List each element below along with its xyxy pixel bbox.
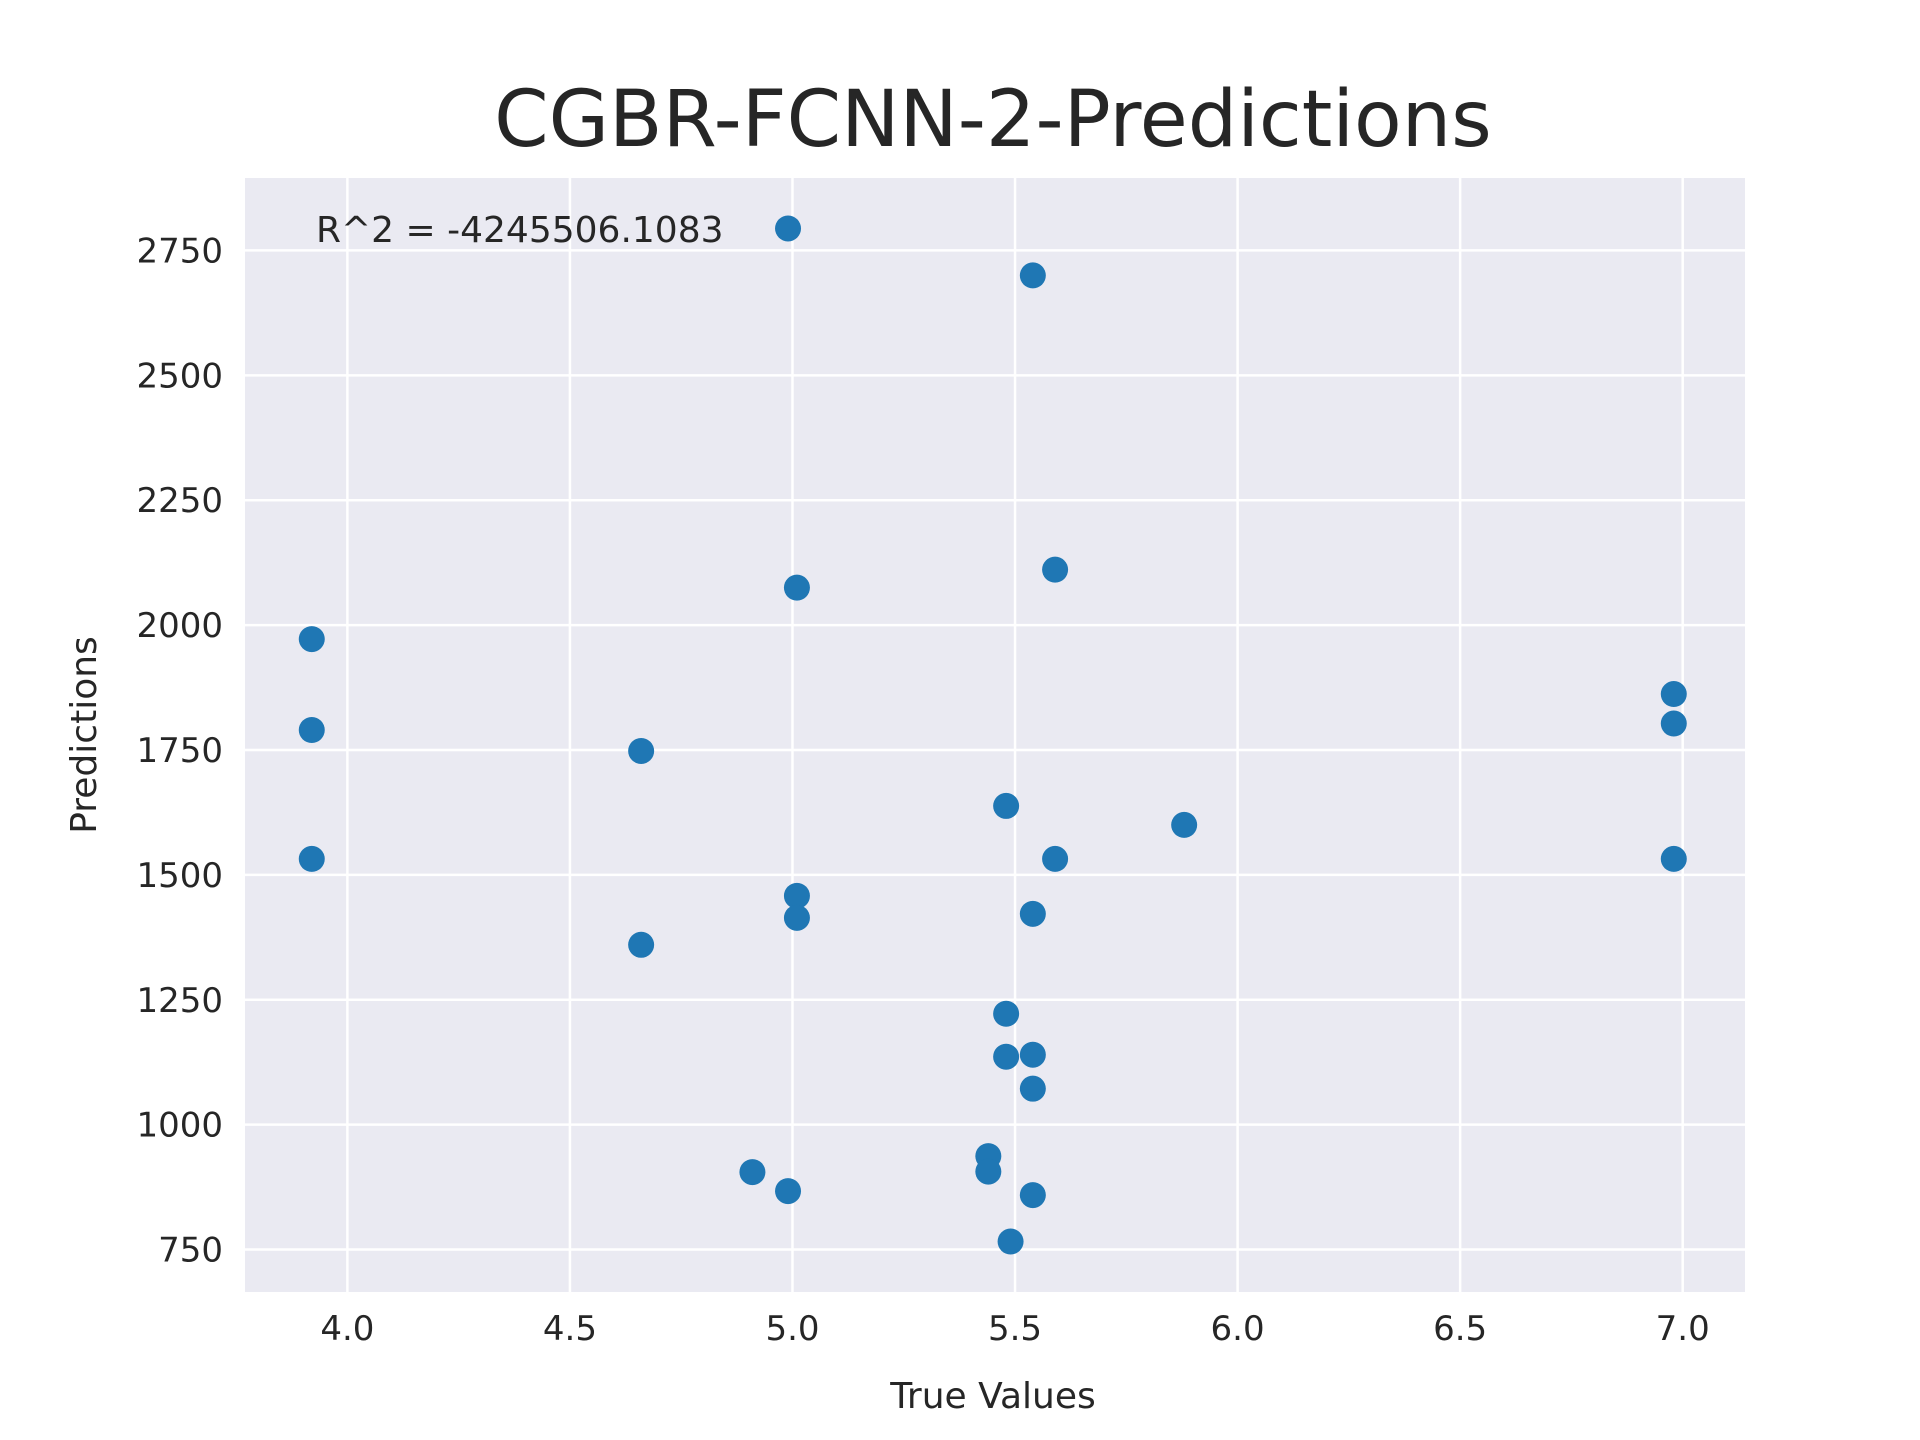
y-tick-label: 1000 (136, 1106, 223, 1146)
x-tick-label: 4.0 (320, 1309, 374, 1349)
data-point (975, 1158, 1002, 1185)
data-point (298, 626, 325, 653)
data-point (1019, 1075, 1046, 1102)
y-tick-label: 2750 (136, 231, 223, 271)
data-point (628, 931, 655, 958)
x-tick-label: 5.0 (765, 1309, 819, 1349)
data-point (298, 717, 325, 744)
x-axis-label: True Values (889, 1376, 1096, 1417)
data-point (1660, 710, 1687, 737)
y-axis-ticks: 750 1000 1250 1500 1750 2000 2250 2500 2750 (136, 231, 223, 1270)
data-point (783, 904, 810, 931)
data-point (1042, 845, 1069, 872)
x-tick-label: 7.0 (1656, 1309, 1710, 1349)
data-point (993, 1043, 1020, 1070)
y-tick-label: 2500 (136, 356, 223, 396)
data-point (993, 792, 1020, 819)
x-tick-label: 4.5 (543, 1309, 597, 1349)
data-point (993, 1000, 1020, 1027)
x-tick-label: 6.5 (1433, 1309, 1487, 1349)
data-point (298, 845, 325, 872)
x-tick-label: 5.5 (988, 1309, 1042, 1349)
data-point (628, 737, 655, 764)
y-tick-label: 2000 (136, 606, 223, 646)
x-axis-ticks: 4.0 4.5 5.0 5.5 6.0 6.5 7.0 (320, 1309, 1709, 1349)
plot-area (245, 178, 1745, 1292)
chart-title: CGBR-FCNN-2-Predictions (494, 75, 1492, 165)
data-point (1660, 681, 1687, 708)
data-point (1019, 1041, 1046, 1068)
x-tick-label: 6.0 (1211, 1309, 1265, 1349)
data-point (1019, 1182, 1046, 1209)
data-point (997, 1228, 1024, 1255)
data-point (1660, 845, 1687, 872)
data-point (783, 574, 810, 601)
r-squared-annotation: R^2 = -4245506.1083 (316, 210, 724, 251)
data-points (298, 215, 1687, 1255)
y-tick-label: 1750 (136, 731, 223, 771)
data-point (739, 1159, 766, 1186)
y-tick-label: 1250 (136, 981, 223, 1021)
y-tick-label: 2250 (136, 481, 223, 521)
data-point (1171, 811, 1198, 838)
data-point (1019, 262, 1046, 289)
data-point (1042, 556, 1069, 583)
y-tick-label: 1500 (136, 856, 223, 896)
grid-lines (245, 178, 1745, 1292)
y-axis-label: Predictions (64, 636, 105, 834)
data-point (775, 215, 802, 242)
data-point (1019, 900, 1046, 927)
data-point (775, 1178, 802, 1205)
data-point (783, 882, 810, 909)
y-tick-label: 750 (158, 1231, 223, 1271)
